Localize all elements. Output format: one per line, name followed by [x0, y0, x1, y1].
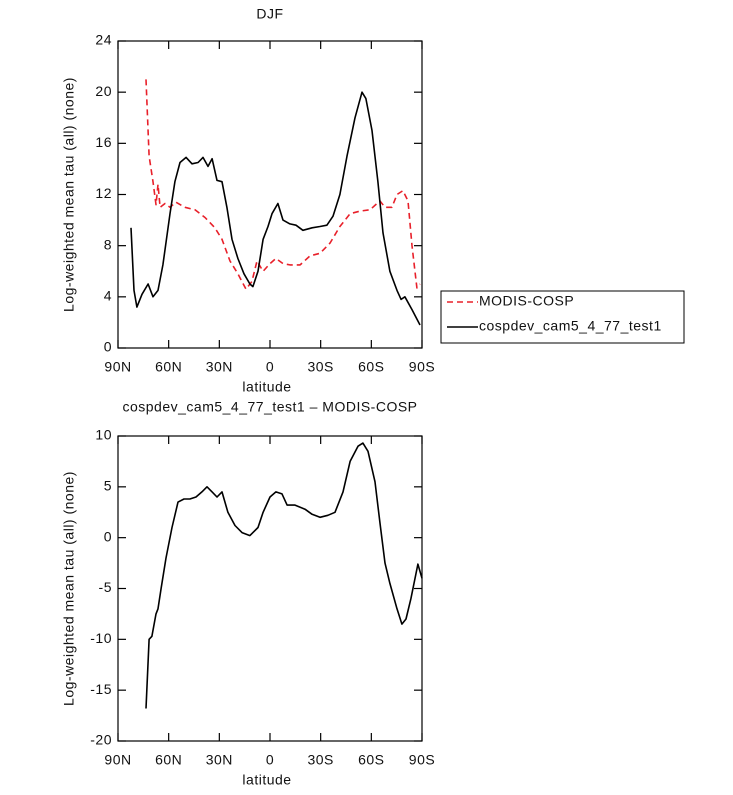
x-tick-label: 90N — [104, 752, 131, 768]
y-tick-label: 4 — [104, 288, 112, 304]
x-axis-label: latitude — [242, 379, 291, 395]
y-tick-label: 0 — [104, 339, 112, 355]
y-tick-label: 20 — [95, 83, 112, 99]
x-tick-label: 60S — [358, 752, 384, 768]
plot-frame — [117, 435, 423, 742]
y-axis-label: Log-weighted mean tau (all) (none) — [61, 471, 77, 706]
x-tick-label: 60S — [358, 359, 384, 375]
chart-title: DJF — [256, 6, 283, 22]
y-tick-label: 12 — [95, 185, 112, 201]
chart-title: cospdev_cam5_4_77_test1 – MODIS-COSP — [122, 399, 417, 415]
x-axis-label: latitude — [242, 772, 291, 788]
x-tick-label: 30S — [307, 359, 333, 375]
y-axis-label: Log-weighted mean tau (all) (none) — [61, 77, 77, 312]
y-tick-label: 24 — [95, 32, 112, 48]
x-tick-label: 90S — [409, 752, 435, 768]
legend-box — [440, 290, 685, 344]
y-tick-label: -5 — [99, 579, 112, 595]
x-tick-label: 90N — [104, 359, 131, 375]
y-tick-label: 8 — [104, 236, 112, 252]
x-tick-label: 30N — [206, 752, 233, 768]
x-tick-label: 60N — [155, 752, 182, 768]
x-tick-label: 30N — [206, 359, 233, 375]
y-tick-label: -20 — [90, 732, 112, 748]
x-tick-label: 60N — [155, 359, 182, 375]
y-tick-label: 5 — [104, 478, 112, 494]
y-tick-label: -10 — [90, 630, 112, 646]
x-tick-label: 90S — [409, 359, 435, 375]
x-tick-label: 0 — [266, 752, 274, 768]
x-tick-label: 30S — [307, 752, 333, 768]
x-tick-label: 0 — [266, 359, 274, 375]
data-line — [130, 91, 421, 326]
y-tick-label: 0 — [104, 528, 112, 544]
y-tick-label: 16 — [95, 134, 112, 150]
y-tick-label: 10 — [95, 427, 112, 443]
legend-label: MODIS-COSP — [479, 293, 574, 309]
legend-label: cospdev_cam5_4_77_test1 — [479, 318, 662, 334]
data-line — [145, 442, 423, 709]
data-line — [145, 79, 421, 290]
plot-frame — [117, 40, 423, 349]
y-tick-label: -15 — [90, 681, 112, 697]
